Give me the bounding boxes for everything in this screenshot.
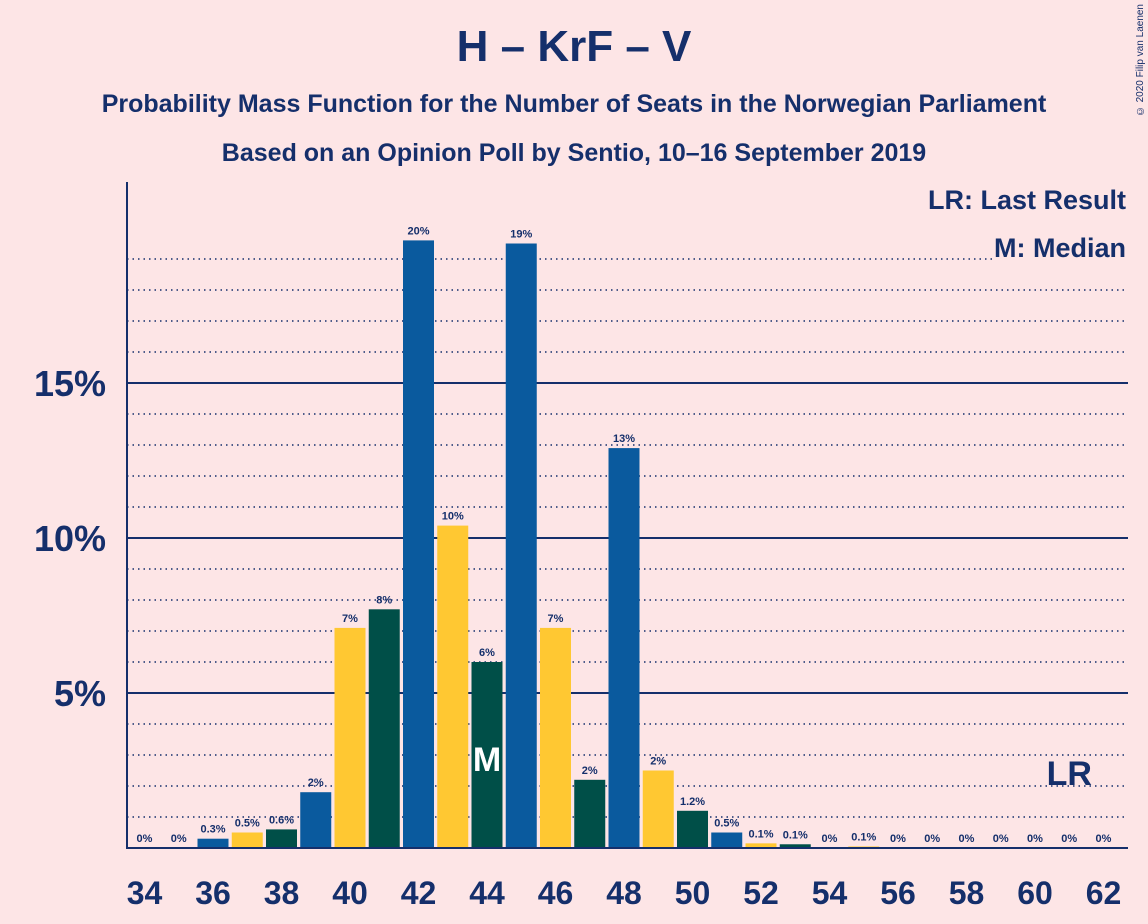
data-label-seat-61: 0% <box>1061 833 1077 845</box>
x-tick-label: 62 <box>1086 875 1122 911</box>
x-tick-label: 54 <box>812 875 848 911</box>
bar-seat-38 <box>266 829 297 848</box>
bar-seat-36 <box>197 838 229 848</box>
data-label-seat-44: 6% <box>479 647 495 659</box>
chart-title: H – KrF – V <box>456 22 692 71</box>
bar-seat-39 <box>300 792 332 848</box>
data-label-seat-38: 0.6% <box>269 814 294 826</box>
data-label-seat-51: 0.5% <box>714 818 739 830</box>
bar-seat-41 <box>368 609 400 848</box>
data-label-seat-52: 0.1% <box>748 828 773 840</box>
x-tick-label: 42 <box>401 875 437 911</box>
x-tick-label: 38 <box>264 875 300 911</box>
data-label-seat-54: 0% <box>822 833 838 845</box>
data-label-seat-46: 7% <box>548 613 564 625</box>
data-label-seat-42: 20% <box>407 225 429 237</box>
data-label-seat-62: 0% <box>1096 833 1112 845</box>
data-label-seat-58: 0% <box>959 833 975 845</box>
data-label-seat-53: 0.1% <box>783 829 808 841</box>
bar-seat-49 <box>642 770 674 848</box>
data-label-seat-40: 7% <box>342 613 358 625</box>
data-label-seat-56: 0% <box>890 833 906 845</box>
bar-seat-40 <box>334 627 366 848</box>
bar-seat-50 <box>677 810 708 848</box>
data-label-seat-50: 1.2% <box>680 796 705 808</box>
bar-seat-53 <box>779 844 811 848</box>
bar-seat-46 <box>540 627 571 848</box>
x-tick-label: 34 <box>127 875 163 911</box>
bar-seat-43 <box>437 525 469 848</box>
y-tick-label: 15% <box>34 363 106 404</box>
data-label-seat-41: 8% <box>376 594 392 606</box>
data-label-seat-49: 2% <box>650 756 666 768</box>
chart-subtitle-1: Probability Mass Function for the Number… <box>101 90 1047 118</box>
legend-last-result: LR: Last Result <box>925 185 1128 216</box>
x-tick-label: 50 <box>675 875 711 911</box>
bar-seat-45 <box>505 243 537 848</box>
data-label-seat-57: 0% <box>924 833 940 845</box>
x-tick-label: 52 <box>743 875 779 911</box>
bar-seat-44 <box>471 662 503 848</box>
chart-subtitle-2: Based on an Opinion Poll by Sentio, 10–1… <box>221 139 927 167</box>
data-label-seat-48: 13% <box>613 433 635 445</box>
y-tick-label: 5% <box>54 673 106 714</box>
data-label-seat-59: 0% <box>993 833 1009 845</box>
last-result-marker: LR <box>1047 755 1092 793</box>
bar-seat-51 <box>711 832 743 848</box>
bar-seat-48 <box>608 448 640 848</box>
bar-seat-42 <box>403 240 434 848</box>
x-tick-label: 40 <box>332 875 368 911</box>
data-label-seat-55: 0.1% <box>851 831 876 843</box>
x-tick-label: 60 <box>1017 875 1053 911</box>
data-label-seat-34: 0% <box>137 833 153 845</box>
data-label-seat-45: 19% <box>510 229 532 241</box>
x-tick-label: 44 <box>469 875 505 911</box>
x-tick-label: 36 <box>195 875 231 911</box>
data-label-seat-36: 0.3% <box>200 824 225 836</box>
data-label-seat-35: 0% <box>171 833 187 845</box>
bar-seat-47 <box>574 779 606 848</box>
x-tick-label: 46 <box>538 875 574 911</box>
median-marker: M <box>473 741 501 779</box>
x-tick-label: 48 <box>606 875 642 911</box>
bar-seat-52 <box>745 843 777 848</box>
bar-seat-37 <box>231 832 263 848</box>
data-label-seat-43: 10% <box>442 511 464 523</box>
y-tick-label: 10% <box>34 518 106 559</box>
x-tick-label: 56 <box>880 875 916 911</box>
data-label-seat-60: 0% <box>1027 833 1043 845</box>
data-label-seat-47: 2% <box>582 765 598 777</box>
legend-median: M: Median <box>992 233 1128 264</box>
x-tick-label: 58 <box>949 875 985 911</box>
data-label-seat-39: 2% <box>308 777 324 789</box>
data-label-seat-37: 0.5% <box>235 818 260 830</box>
